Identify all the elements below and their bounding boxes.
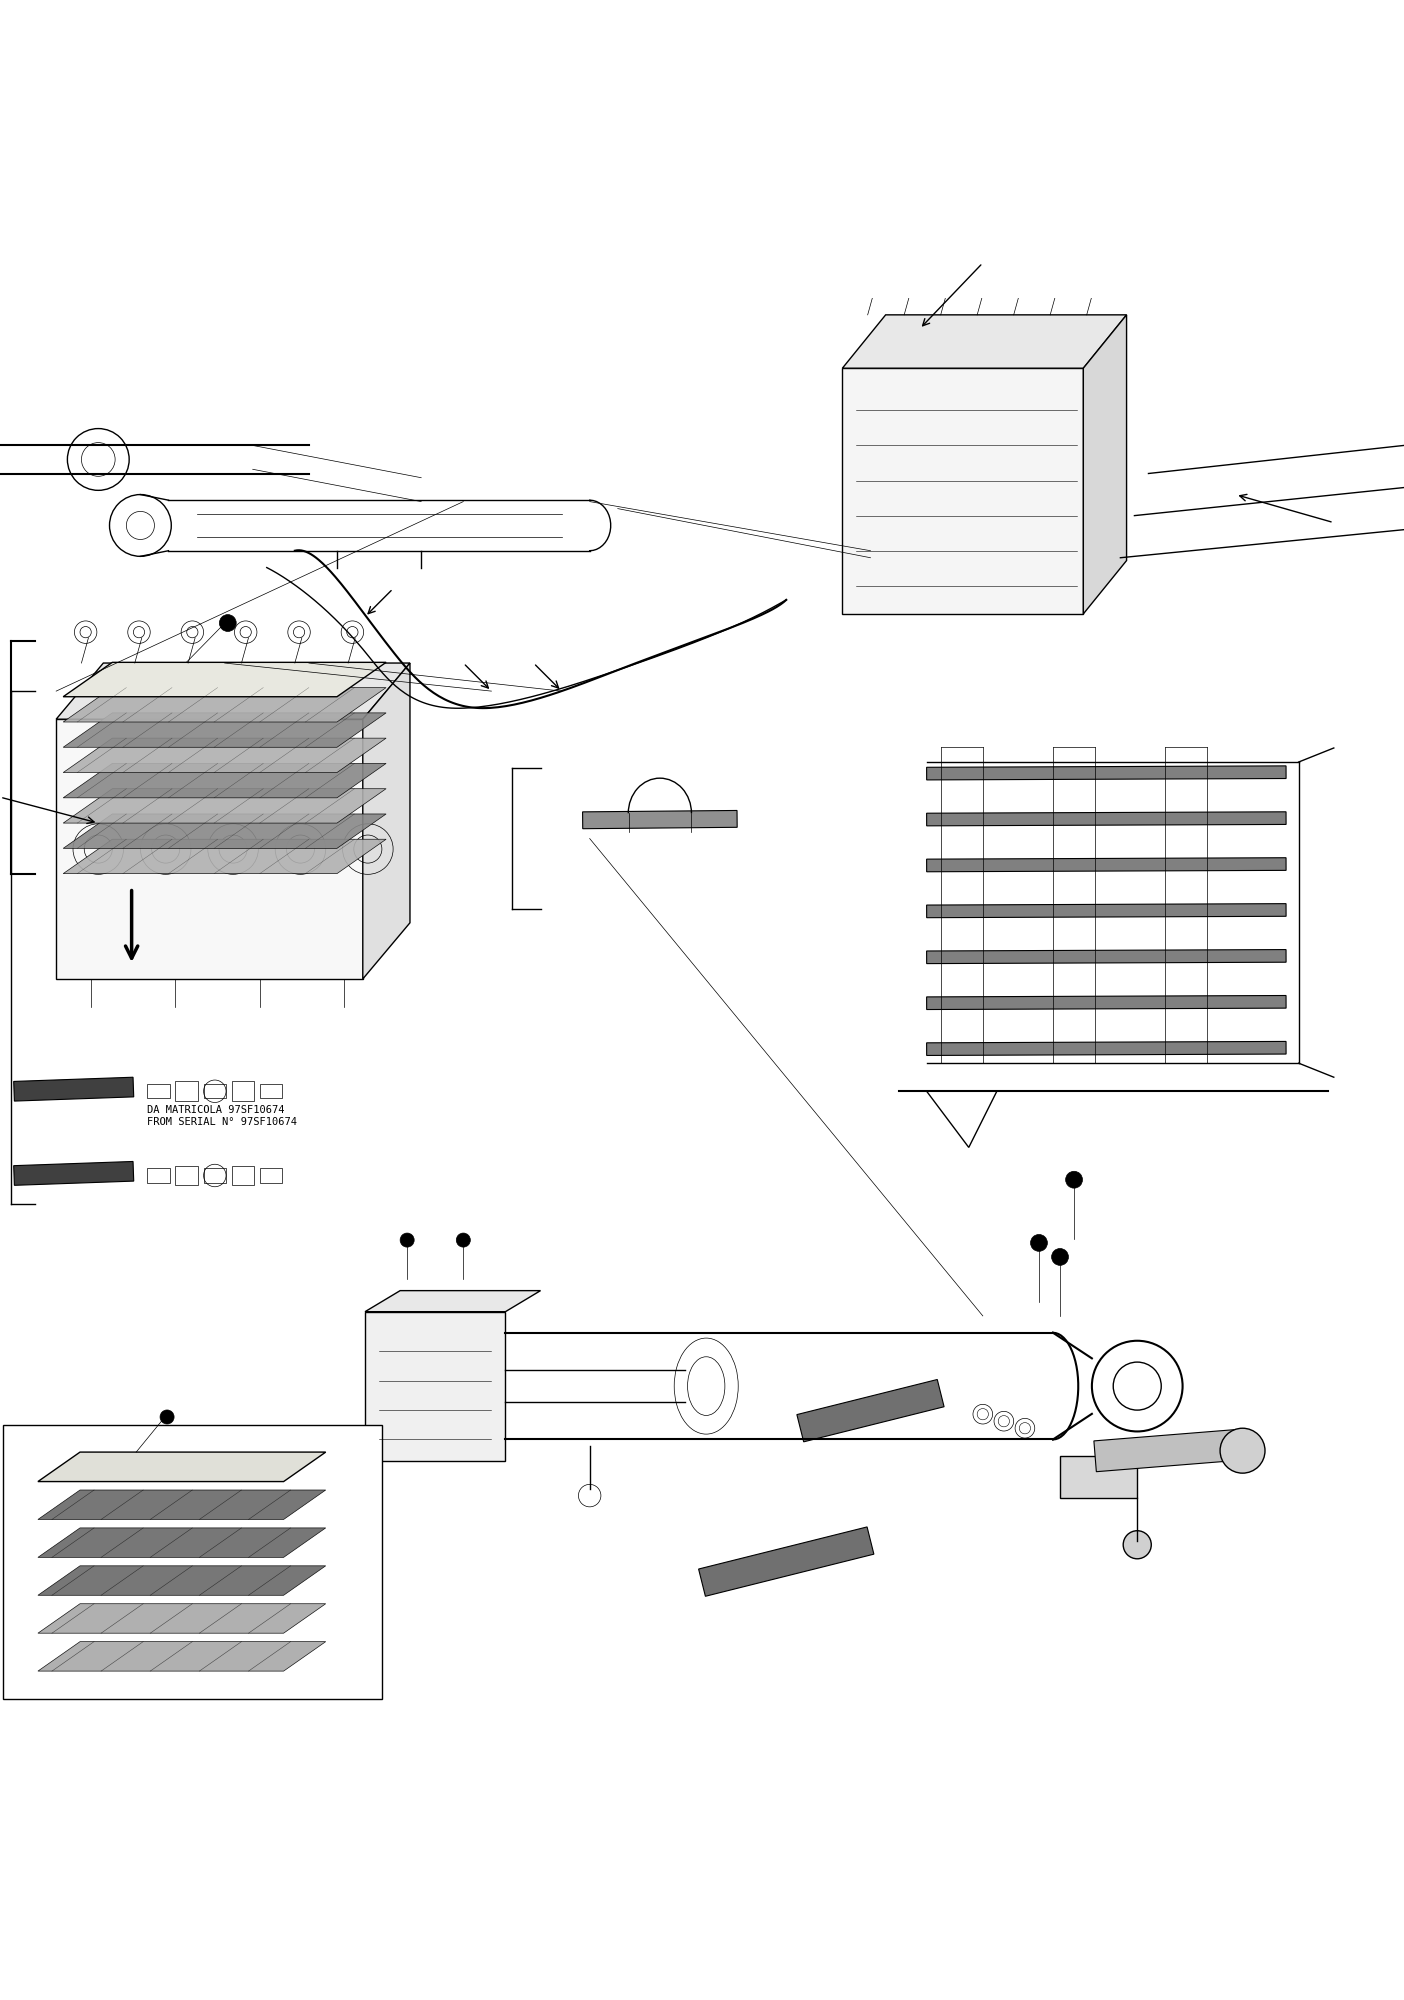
Bar [3,1426,382,1700]
Polygon shape [927,812,1286,826]
Polygon shape [1094,1430,1237,1472]
Bar [56,720,362,978]
Polygon shape [927,904,1286,918]
Polygon shape [362,664,410,978]
Circle shape [456,1234,470,1248]
Polygon shape [699,1526,873,1596]
Bar [204,1084,226,1098]
Bar [147,1168,170,1182]
Bar [176,1166,198,1186]
Circle shape [1220,1428,1265,1474]
Bar [176,1082,198,1102]
Circle shape [1052,1248,1068,1266]
Polygon shape [797,1380,943,1442]
Polygon shape [927,858,1286,872]
Polygon shape [38,1528,326,1558]
Polygon shape [842,314,1126,368]
Polygon shape [56,664,410,720]
Polygon shape [583,810,737,828]
Polygon shape [38,1642,326,1672]
Text: DA MATRICOLA 97SF10674
FROM SERIAL N° 97SF10674: DA MATRICOLA 97SF10674 FROM SERIAL N° 97… [147,1106,298,1126]
Circle shape [1066,1172,1082,1188]
Bar [365,1312,505,1460]
Polygon shape [63,840,386,874]
Polygon shape [14,1078,133,1102]
Polygon shape [63,688,386,722]
Bar [842,368,1084,614]
Polygon shape [63,662,386,696]
Circle shape [400,1234,414,1248]
Bar [1060,1456,1137,1498]
Polygon shape [14,1162,133,1186]
Polygon shape [63,712,386,748]
Bar [260,1084,282,1098]
Polygon shape [38,1490,326,1520]
Polygon shape [927,950,1286,964]
Bar [147,1084,170,1098]
Polygon shape [63,814,386,848]
Polygon shape [63,764,386,798]
Polygon shape [38,1566,326,1596]
Polygon shape [38,1604,326,1634]
Circle shape [160,1410,174,1424]
Polygon shape [927,766,1286,780]
Bar [232,1082,254,1102]
Polygon shape [927,1042,1286,1056]
Polygon shape [63,738,386,772]
Polygon shape [927,996,1286,1010]
Circle shape [219,614,236,632]
Polygon shape [365,1290,541,1312]
Bar [260,1168,282,1182]
Bar [232,1166,254,1186]
Polygon shape [1084,314,1126,614]
Polygon shape [63,788,386,824]
Circle shape [1123,1530,1151,1558]
Polygon shape [38,1452,326,1482]
Bar [204,1168,226,1182]
Circle shape [1031,1234,1047,1252]
